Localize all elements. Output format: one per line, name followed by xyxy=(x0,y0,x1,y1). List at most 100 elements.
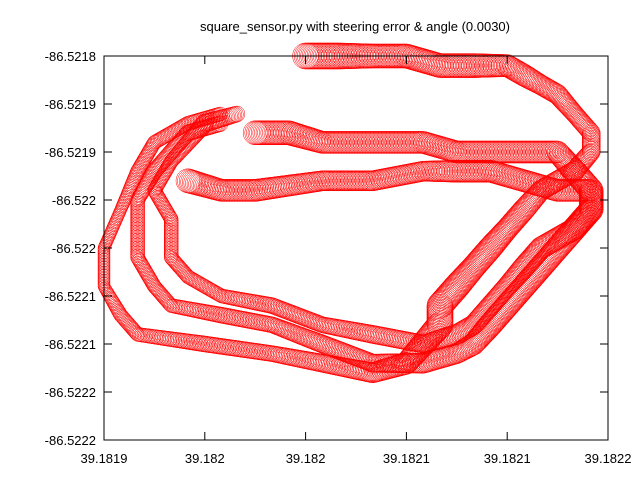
data-point-marker xyxy=(131,162,146,178)
data-point-marker xyxy=(136,152,152,168)
data-point-marker xyxy=(131,161,147,176)
data-point-marker xyxy=(551,89,572,110)
data-point-marker xyxy=(416,333,436,353)
data-point-marker xyxy=(173,141,190,158)
data-point-marker xyxy=(142,270,157,286)
data-point-marker xyxy=(536,232,560,256)
data-point-marker xyxy=(275,301,293,319)
data-point-marker xyxy=(159,205,175,220)
data-point-marker xyxy=(162,209,177,224)
data-point-marker xyxy=(142,143,157,158)
data-point-marker xyxy=(162,143,180,161)
data-point-marker xyxy=(162,157,177,172)
data-point-marker xyxy=(155,196,170,212)
data-point-marker xyxy=(160,206,176,221)
data-point-marker xyxy=(151,176,166,191)
data-point-marker xyxy=(511,257,535,280)
data-point-marker xyxy=(187,124,206,142)
data-point-marker xyxy=(159,161,175,176)
data-point-marker xyxy=(159,203,174,219)
data-point-marker xyxy=(144,139,160,154)
data-point-marker xyxy=(571,111,590,131)
data-point-marker xyxy=(155,168,171,183)
data-point-marker xyxy=(502,210,525,233)
data-point-marker xyxy=(166,140,183,157)
data-point-marker xyxy=(447,268,475,295)
y-tick-label: -86.5222 xyxy=(45,385,96,400)
data-point-marker xyxy=(138,150,153,165)
data-point-marker xyxy=(114,309,130,324)
data-point-marker xyxy=(446,269,473,296)
data-point-marker xyxy=(491,282,513,303)
data-point-marker xyxy=(441,275,468,303)
data-point-marker xyxy=(143,272,158,287)
data-point-marker xyxy=(132,159,148,175)
data-point-marker xyxy=(135,258,150,274)
data-point-marker xyxy=(163,210,178,226)
data-point-marker xyxy=(562,101,582,121)
data-point-marker xyxy=(481,294,502,315)
data-point-marker xyxy=(438,279,465,306)
data-point-marker xyxy=(478,297,499,319)
data-point-marker xyxy=(564,216,587,239)
data-point-marker xyxy=(134,257,149,272)
data-point-marker xyxy=(165,141,182,158)
data-point-marker xyxy=(155,169,170,184)
data-point-marker xyxy=(574,115,594,134)
data-point-marker xyxy=(505,264,528,287)
y-tick-label: -86.522 xyxy=(52,241,96,256)
data-point-marker xyxy=(139,148,154,164)
data-point-marker xyxy=(152,173,168,189)
data-point-marker xyxy=(291,308,309,325)
x-tick-label: 39.1821 xyxy=(484,451,531,466)
data-point-marker xyxy=(466,310,487,332)
x-tick-label: 39.182 xyxy=(286,451,326,466)
data-point-marker xyxy=(565,104,584,123)
data-point-marker xyxy=(265,297,282,315)
data-point-marker xyxy=(153,172,169,187)
data-point-marker xyxy=(488,285,510,307)
data-point-marker xyxy=(271,319,288,336)
data-point-marker xyxy=(487,286,508,308)
data-point-marker xyxy=(150,282,165,298)
data-point-marker xyxy=(186,125,204,143)
data-point-marker xyxy=(504,59,527,82)
data-point-marker xyxy=(452,320,473,342)
data-point-marker xyxy=(569,210,592,233)
data-point-marker xyxy=(299,310,316,328)
data-point-marker xyxy=(141,144,157,160)
data-point-marker xyxy=(566,105,585,125)
data-point-marker xyxy=(308,314,325,331)
data-point-marker xyxy=(568,107,587,127)
data-point-marker xyxy=(558,96,578,117)
data-point-marker xyxy=(415,334,434,353)
data-point-marker xyxy=(161,207,177,223)
data-point-marker xyxy=(147,279,162,294)
data-point-marker xyxy=(276,321,294,339)
data-point-marker xyxy=(147,181,163,197)
data-point-marker xyxy=(482,292,503,314)
data-point-marker xyxy=(508,260,531,284)
data-point-marker xyxy=(140,268,156,283)
data-point-marker xyxy=(130,163,145,179)
data-point-marker xyxy=(154,195,169,210)
data-point-marker xyxy=(148,185,164,201)
data-point-marker xyxy=(509,62,533,85)
data-point-marker xyxy=(100,285,114,299)
data-point-marker xyxy=(163,211,179,227)
data-point-marker xyxy=(427,291,455,318)
data-point-marker xyxy=(474,301,496,322)
y-tick-label: -86.5221 xyxy=(45,289,96,304)
data-point-marker xyxy=(137,151,153,167)
data-point-marker xyxy=(431,286,459,313)
data-point-marker xyxy=(147,184,163,200)
data-point-marker xyxy=(300,311,318,328)
data-point-marker xyxy=(509,259,532,282)
data-point-marker xyxy=(472,303,494,325)
data-point-marker xyxy=(170,145,187,161)
data-point-marker xyxy=(572,112,591,132)
data-point-marker xyxy=(490,283,512,304)
data-point-marker xyxy=(309,314,327,332)
x-tick-label: 39.1821 xyxy=(383,451,430,466)
data-point-marker xyxy=(564,103,583,122)
